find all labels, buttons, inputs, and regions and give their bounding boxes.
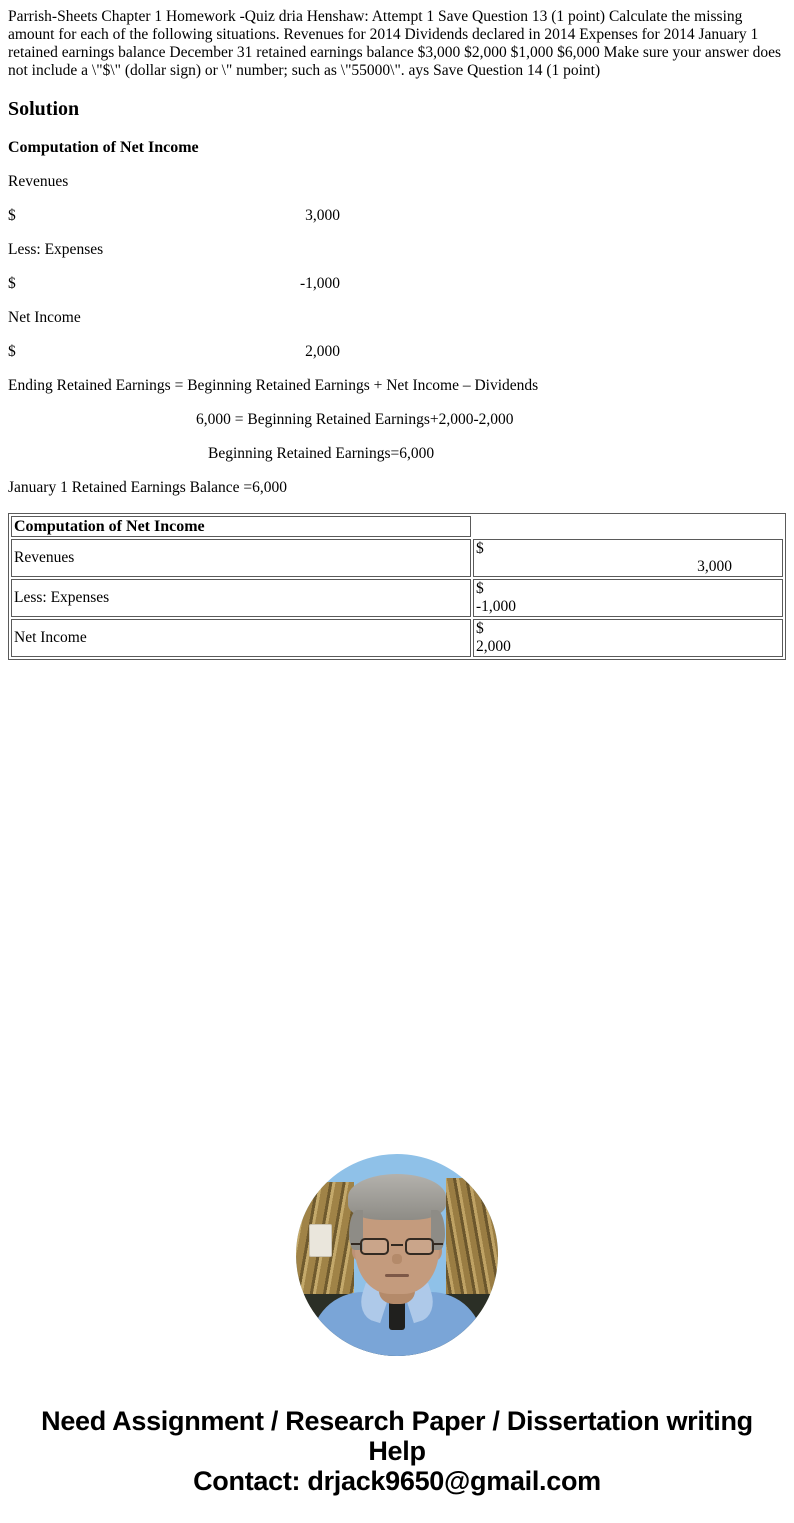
photo-switch-plate xyxy=(309,1224,332,1257)
tutor-photo xyxy=(296,1154,498,1356)
photo-tie xyxy=(389,1300,405,1330)
revenues-amount-line: $ 3,000 xyxy=(8,207,340,225)
row-label: Revenues xyxy=(11,539,471,577)
currency-symbol: $ xyxy=(476,620,484,637)
revenues-label: Revenues xyxy=(8,173,69,190)
row-value-cell: $ -1,000 xyxy=(473,579,783,617)
photo-mouth xyxy=(385,1274,409,1277)
expenses-label: Less: Expenses xyxy=(8,241,104,258)
photo-glasses-temple-left xyxy=(351,1243,361,1245)
net-income-label: Net Income xyxy=(8,309,81,326)
footer-contact-email: Contact: drjack9650@gmail.com xyxy=(193,1466,601,1496)
table-row: Less: Expenses $ -1,000 xyxy=(11,579,783,617)
photo-hair xyxy=(348,1174,446,1220)
computation-subheading: Computation of Net Income xyxy=(8,139,199,156)
photo-glasses-lens-right xyxy=(405,1238,434,1255)
table-title-row: Computation of Net Income xyxy=(11,516,783,537)
net-income-amount-line: $ 2,000 xyxy=(8,343,340,361)
currency-symbol: $ xyxy=(8,207,16,224)
photo-glasses-temple-right xyxy=(433,1243,443,1245)
expenses-amount: -1,000 xyxy=(299,275,340,292)
photo-glasses-lens-left xyxy=(360,1238,389,1255)
table-title-empty-cell xyxy=(473,516,783,537)
row-value-cell: $ 2,000 xyxy=(473,619,783,657)
table-row: Revenues $ 3,000 xyxy=(11,539,783,577)
table-title-cell: Computation of Net Income xyxy=(11,516,471,537)
row-label: Less: Expenses xyxy=(11,579,471,617)
equation-substitution: 6,000 = Beginning Retained Earnings+2,00… xyxy=(196,411,514,428)
equation-definition: Ending Retained Earnings = Beginning Ret… xyxy=(8,377,539,394)
row-amount: -1,000 xyxy=(476,598,517,615)
row-amount: 3,000 xyxy=(697,558,732,575)
photo-hair-side-left xyxy=(349,1210,363,1250)
expenses-amount-line: $ -1,000 xyxy=(8,275,340,293)
january-balance-line: January 1 Retained Earnings Balance =6,0… xyxy=(8,479,288,496)
net-income-amount: 2,000 xyxy=(305,343,340,360)
footer-banner: Need Assignment / Research Paper / Disse… xyxy=(8,1406,786,1496)
row-amount: 2,000 xyxy=(476,638,511,655)
footer-help-text: Need Assignment / Research Paper / Disse… xyxy=(41,1406,753,1466)
table-row: Net Income $ 2,000 xyxy=(11,619,783,657)
photo-glasses-bridge xyxy=(391,1244,403,1246)
net-income-table: Computation of Net Income Revenues $ 3,0… xyxy=(8,513,786,660)
solution-heading: Solution xyxy=(8,98,80,120)
equation-result: Beginning Retained Earnings=6,000 xyxy=(208,445,435,462)
photo-nose xyxy=(392,1254,402,1264)
currency-symbol: $ xyxy=(476,540,484,557)
currency-symbol: $ xyxy=(8,275,16,292)
row-value-cell: $ 3,000 xyxy=(473,539,783,577)
currency-symbol: $ xyxy=(476,580,484,597)
revenues-amount: 3,000 xyxy=(305,207,340,224)
currency-symbol: $ xyxy=(8,343,16,360)
question-text: Parrish-Sheets Chapter 1 Homework -Quiz … xyxy=(8,8,782,79)
photo-curtain-right xyxy=(446,1178,498,1312)
photo-hair-side-right xyxy=(431,1210,445,1250)
row-label: Net Income xyxy=(11,619,471,657)
